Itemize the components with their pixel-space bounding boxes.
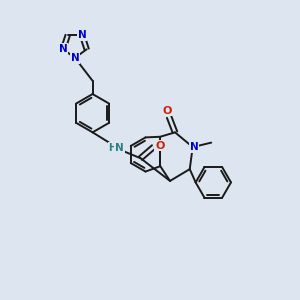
- Text: N: N: [70, 53, 79, 63]
- Text: H: H: [109, 143, 117, 153]
- Text: O: O: [155, 141, 165, 151]
- Text: N: N: [59, 44, 68, 54]
- Text: N: N: [190, 142, 199, 152]
- Text: N: N: [115, 142, 124, 153]
- Text: N: N: [78, 31, 87, 40]
- Text: O: O: [163, 106, 172, 116]
